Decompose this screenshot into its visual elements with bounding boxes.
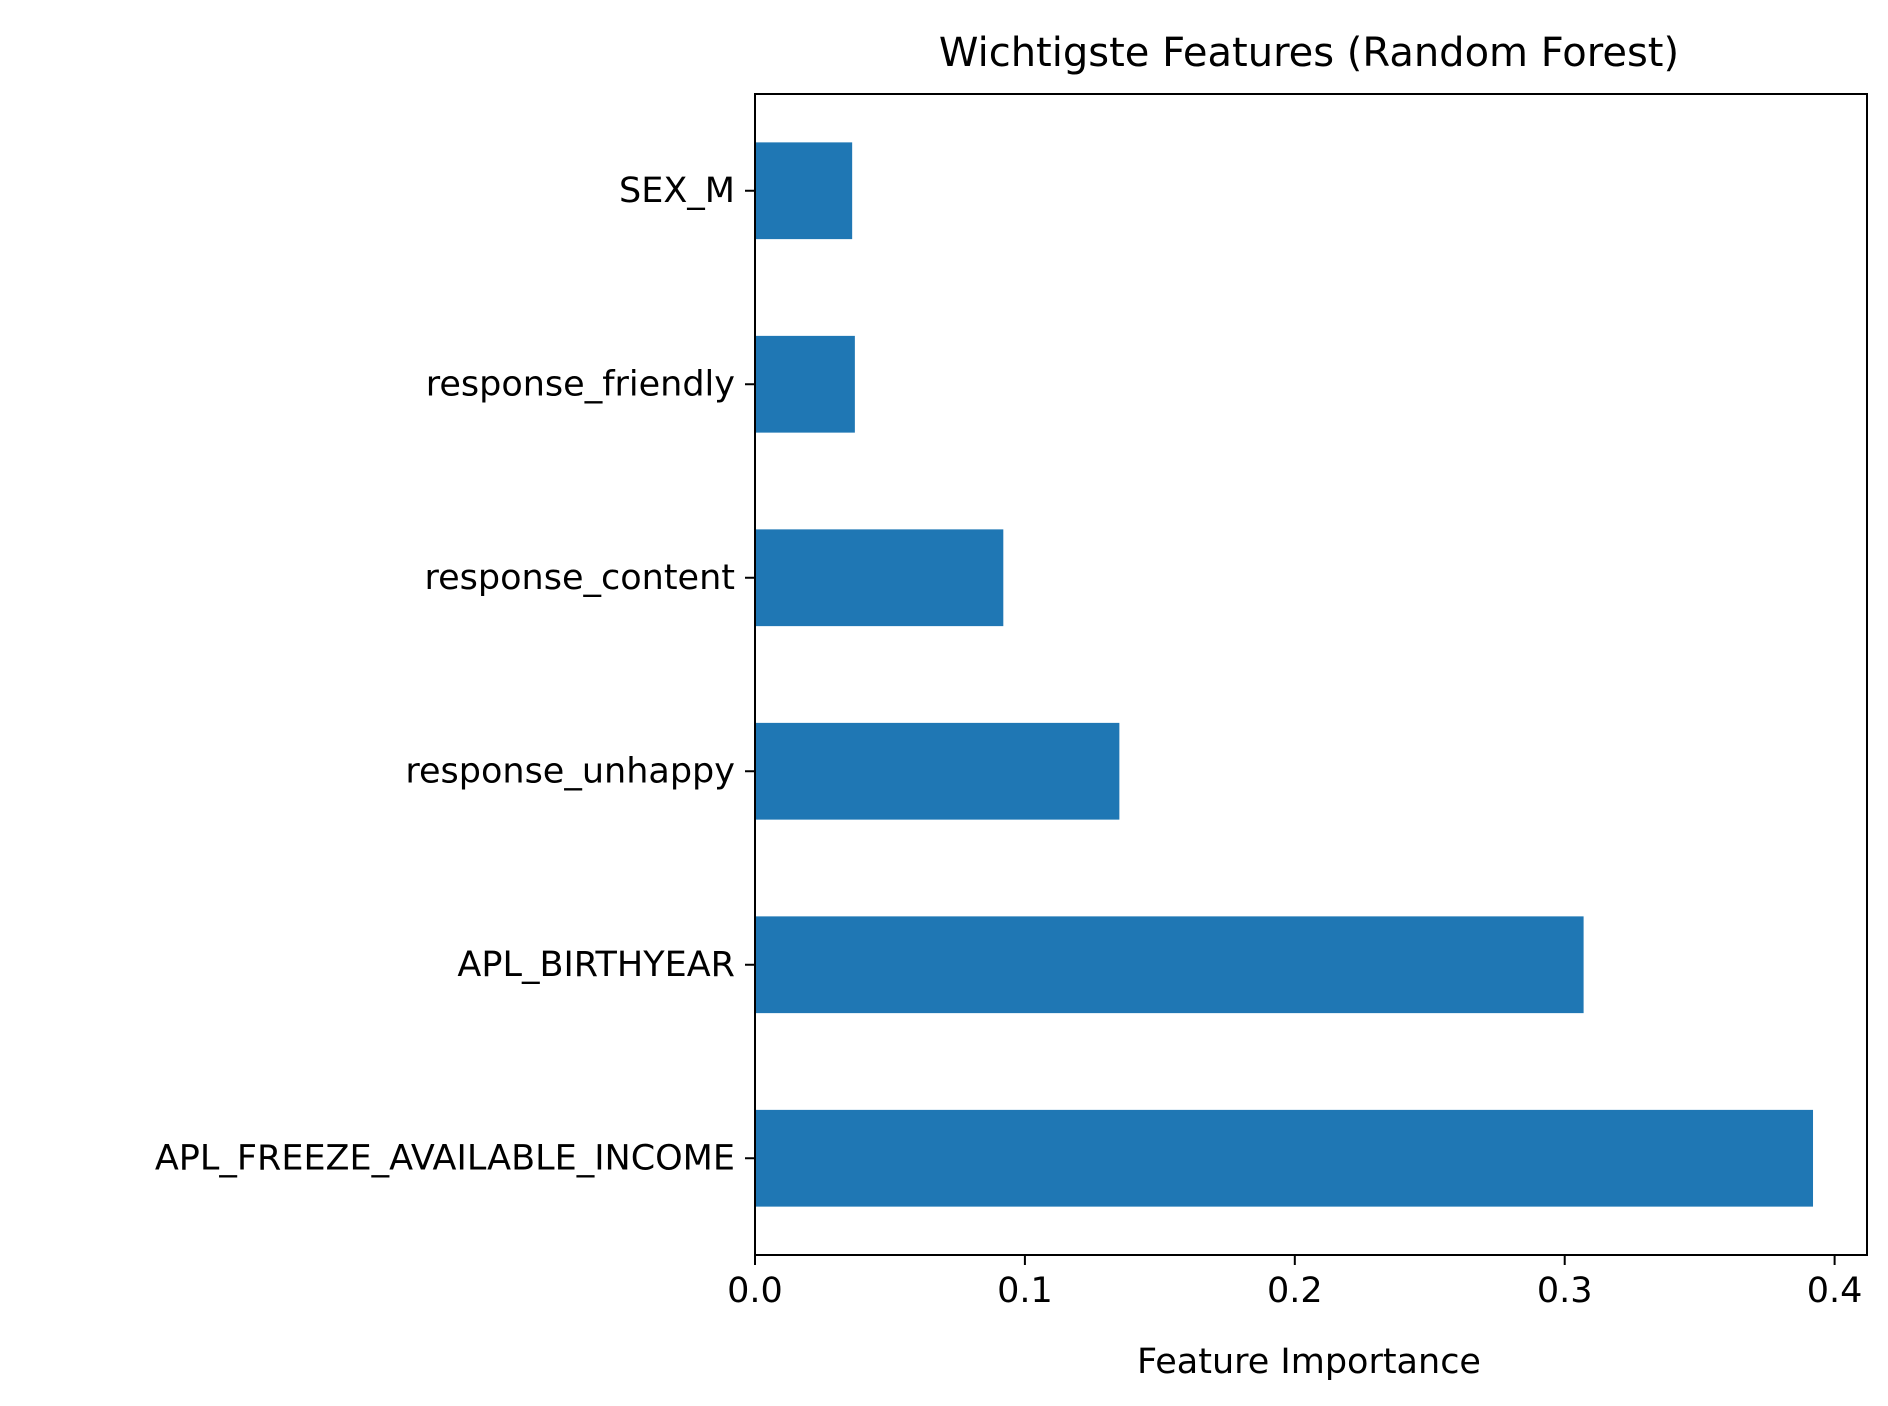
bar-group	[755, 142, 1814, 1207]
y-tick-label: response_unhappy	[405, 751, 735, 791]
x-tick-label: 0.2	[1267, 1271, 1323, 1311]
bar-response-friendly	[755, 335, 855, 433]
x-axis-label: Feature Importance	[1137, 1342, 1481, 1382]
y-tick-label: SEX_M	[619, 171, 735, 211]
bar-sex-m	[755, 142, 853, 240]
y-tick-label: APL_FREEZE_AVAILABLE_INCOME	[155, 1138, 735, 1178]
y-tick-label: APL_BIRTHYEAR	[457, 945, 735, 985]
chart-title: Wichtigste Features (Random Forest)	[939, 30, 1679, 76]
x-tick-label: 0.1	[997, 1271, 1053, 1311]
bar-apl-freeze-available-income	[755, 1109, 1814, 1207]
x-axis-ticks: 0.0 0.1 0.2 0.3 0.4	[727, 1255, 1862, 1311]
y-tick-label: response_content	[425, 558, 735, 598]
x-tick-label: 0.0	[727, 1271, 783, 1311]
plot-area-frame	[754, 93, 1868, 1256]
bar-response-unhappy	[755, 722, 1120, 820]
x-tick-label: 0.4	[1807, 1271, 1863, 1311]
y-axis-ticks: APL_FREEZE_AVAILABLE_INCOME APL_BIRTHYEAR…	[155, 171, 755, 1178]
bar-response-content	[755, 529, 1004, 627]
y-tick-label: response_friendly	[426, 364, 735, 404]
bar-apl-birthyear	[755, 916, 1584, 1014]
x-tick-label: 0.3	[1537, 1271, 1593, 1311]
